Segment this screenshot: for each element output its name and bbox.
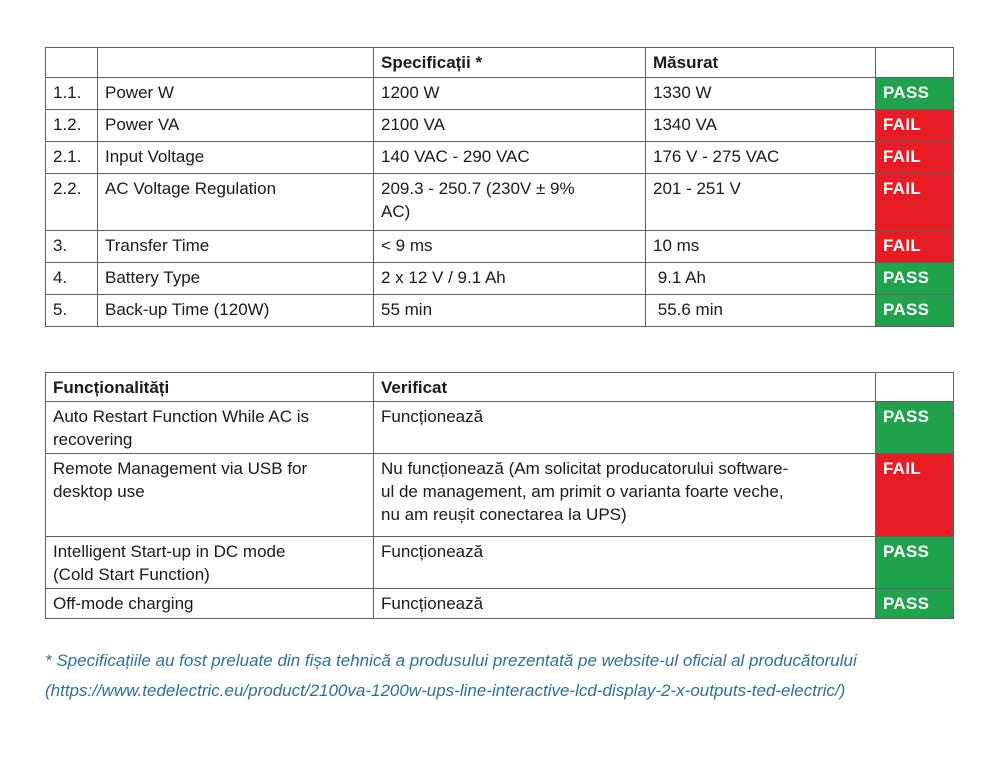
row-number-cell: 4. xyxy=(45,262,98,295)
header-measured: Măsurat xyxy=(645,47,876,78)
row-number-cell: 1.1. xyxy=(45,77,98,110)
header-result xyxy=(875,47,954,78)
result-badge: PASS xyxy=(875,401,954,454)
measured-cell: 55.6 min xyxy=(645,294,876,327)
item-name-cell: Battery Type xyxy=(97,262,374,295)
table-row: Intelligent Start-up in DC mode (Cold St… xyxy=(45,536,954,589)
measured-cell: 176 V - 275 VAC xyxy=(645,141,876,174)
table-row: 4. Battery Type 2 x 12 V / 9.1 Ah 9.1 Ah… xyxy=(45,262,954,295)
header-verified: Verificat xyxy=(373,372,876,402)
header-functionalities: Funcționalități xyxy=(45,372,374,402)
measured-cell: 9.1 Ah xyxy=(645,262,876,295)
row-number-cell: 3. xyxy=(45,230,98,263)
footnote: * Specificațiile au fost preluate din fi… xyxy=(45,646,945,706)
feature-cell: Auto Restart Function While AC is recove… xyxy=(45,401,374,454)
feature-cell: Remote Management via USB for desktop us… xyxy=(45,453,374,537)
measured-cell: 1330 W xyxy=(645,77,876,110)
spec-cell: 55 min xyxy=(373,294,646,327)
result-badge: PASS xyxy=(875,536,954,589)
table-header-row: Specificații * Măsurat xyxy=(45,47,954,78)
table-row: Remote Management via USB for desktop us… xyxy=(45,453,954,537)
spec-cell: < 9 ms xyxy=(373,230,646,263)
header-empty-name xyxy=(97,47,374,78)
verified-cell: Funcționează xyxy=(373,588,876,619)
table-row: 3. Transfer Time < 9 ms 10 ms FAIL xyxy=(45,230,954,263)
table-row: 2.1. Input Voltage 140 VAC - 290 VAC 176… xyxy=(45,141,954,174)
verified-cell: Funcționează xyxy=(373,401,876,454)
footnote-line2: (https://www.tedelectric.eu/product/2100… xyxy=(45,681,846,700)
table-row: 2.2. AC Voltage Regulation 209.3 - 250.7… xyxy=(45,173,954,231)
spec-cell: 209.3 - 250.7 (230V ± 9% AC) xyxy=(373,173,646,231)
measured-cell: 201 - 251 V xyxy=(645,173,876,231)
table-row: 1.1. Power W 1200 W 1330 W PASS xyxy=(45,77,954,110)
result-badge: PASS xyxy=(875,294,954,327)
feature-cell: Intelligent Start-up in DC mode (Cold St… xyxy=(45,536,374,589)
spec-cell: 2100 VA xyxy=(373,109,646,142)
result-badge: FAIL xyxy=(875,230,954,263)
row-number-cell: 2.2. xyxy=(45,173,98,231)
row-number-cell: 2.1. xyxy=(45,141,98,174)
spec-results-table: Specificații * Măsurat 1.1. Power W 1200… xyxy=(45,47,954,327)
result-badge: FAIL xyxy=(875,109,954,142)
result-badge: PASS xyxy=(875,262,954,295)
header-empty-num xyxy=(45,47,98,78)
result-badge: PASS xyxy=(875,77,954,110)
footnote-line1: * Specificațiile au fost preluate din fi… xyxy=(45,651,857,670)
header-spec: Specificații * xyxy=(373,47,646,78)
table-row: 1.2. Power VA 2100 VA 1340 VA FAIL xyxy=(45,109,954,142)
item-name-cell: Power VA xyxy=(97,109,374,142)
verified-cell: Funcționează xyxy=(373,536,876,589)
result-badge: FAIL xyxy=(875,453,954,537)
functionality-table: Funcționalități Verificat Auto Restart F… xyxy=(45,372,954,619)
feature-cell: Off-mode charging xyxy=(45,588,374,619)
table-row: Off-mode charging Funcționează PASS xyxy=(45,588,954,619)
table-header-row: Funcționalități Verificat xyxy=(45,372,954,402)
item-name-cell: Input Voltage xyxy=(97,141,374,174)
row-number-cell: 5. xyxy=(45,294,98,327)
spec-cell: 140 VAC - 290 VAC xyxy=(373,141,646,174)
table-row: 5. Back-up Time (120W) 55 min 55.6 min P… xyxy=(45,294,954,327)
item-name-cell: AC Voltage Regulation xyxy=(97,173,374,231)
header-result xyxy=(875,372,954,402)
measured-cell: 1340 VA xyxy=(645,109,876,142)
measured-cell: 10 ms xyxy=(645,230,876,263)
row-number-cell: 1.2. xyxy=(45,109,98,142)
item-name-cell: Back-up Time (120W) xyxy=(97,294,374,327)
verified-cell: Nu funcționează (Am solicitat producator… xyxy=(373,453,876,537)
table-row: Auto Restart Function While AC is recove… xyxy=(45,401,954,454)
result-badge: FAIL xyxy=(875,173,954,231)
result-badge: FAIL xyxy=(875,141,954,174)
item-name-cell: Transfer Time xyxy=(97,230,374,263)
spec-cell: 1200 W xyxy=(373,77,646,110)
item-name-cell: Power W xyxy=(97,77,374,110)
spec-cell: 2 x 12 V / 9.1 Ah xyxy=(373,262,646,295)
result-badge: PASS xyxy=(875,588,954,619)
